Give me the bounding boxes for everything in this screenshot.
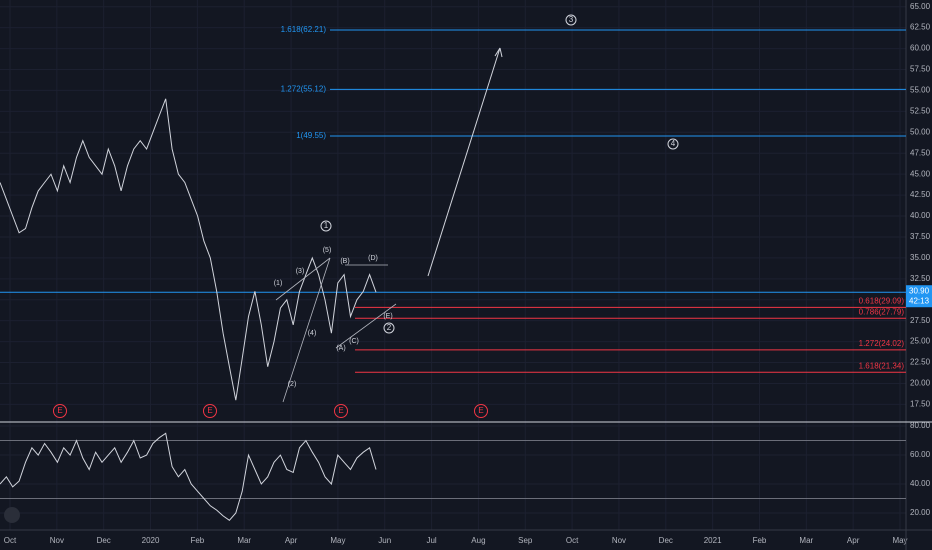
rsi-line bbox=[0, 432, 377, 521]
x-tick-label: Apr bbox=[285, 536, 298, 545]
earnings-label: E bbox=[207, 406, 212, 415]
earnings-marker bbox=[474, 404, 488, 418]
wave-label: (B) bbox=[340, 258, 349, 265]
wave-label: (2) bbox=[288, 381, 297, 388]
y-tick-label: 55.00 bbox=[910, 86, 931, 95]
wave-label: (D) bbox=[368, 255, 378, 262]
earnings-marker bbox=[53, 404, 67, 418]
wave-label: (4) bbox=[308, 330, 317, 337]
y-tick-label: 65.00 bbox=[910, 2, 931, 11]
earnings-marker bbox=[203, 404, 217, 418]
y-tick-label: 40.00 bbox=[910, 211, 931, 220]
y-tick-label: 80.00 bbox=[910, 421, 931, 430]
y-tick-label: 20.00 bbox=[910, 508, 931, 517]
x-tick-label: Aug bbox=[471, 536, 485, 545]
wave-label: (1) bbox=[274, 280, 283, 287]
x-tick-label: Feb bbox=[753, 536, 767, 545]
price-tag bbox=[906, 285, 932, 308]
earnings-marker bbox=[334, 404, 348, 418]
wave-label: (5) bbox=[323, 247, 332, 254]
y-tick-label: 25.00 bbox=[910, 337, 931, 346]
wave-label: 4 bbox=[671, 139, 676, 148]
x-tick-label: Mar bbox=[799, 536, 813, 545]
y-tick-label: 47.50 bbox=[910, 148, 931, 157]
x-tick-label: 2020 bbox=[142, 536, 160, 545]
fib-label: 1(49.55) bbox=[296, 131, 326, 140]
x-tick-label: Jun bbox=[378, 536, 391, 545]
projection-arrow bbox=[427, 47, 501, 277]
wave-label: (A) bbox=[336, 345, 345, 352]
price-tag-label: 30.90 bbox=[909, 286, 930, 295]
x-tick-label: Feb bbox=[190, 536, 204, 545]
y-tick-label: 35.00 bbox=[910, 253, 931, 262]
y-tick-label: 32.50 bbox=[910, 274, 931, 283]
x-tick-label: Apr bbox=[847, 536, 860, 545]
y-tick-label: 60.00 bbox=[910, 450, 931, 459]
wave-circle bbox=[565, 14, 577, 26]
wave-label: 2 bbox=[387, 323, 392, 332]
x-tick-label: Nov bbox=[50, 536, 64, 545]
trendline bbox=[275, 257, 331, 301]
x-tick-label: Nov bbox=[612, 536, 626, 545]
fib-label: 0.786(27.79) bbox=[859, 307, 905, 316]
logo bbox=[4, 507, 20, 523]
fib-label: 1.618(62.21) bbox=[281, 25, 327, 34]
x-tick-label: Dec bbox=[97, 536, 111, 545]
x-tick-label: Jul bbox=[426, 536, 436, 545]
x-tick-label: Oct bbox=[566, 536, 579, 545]
x-tick-label: 2021 bbox=[704, 536, 722, 545]
y-tick-label: 52.50 bbox=[910, 106, 931, 115]
x-tick-label: Oct bbox=[4, 536, 17, 545]
x-tick-label: May bbox=[330, 536, 345, 545]
fib-label: 1.618(21.34) bbox=[859, 361, 905, 370]
arrow-head bbox=[494, 47, 503, 58]
trendline bbox=[335, 303, 397, 349]
wave-circle bbox=[383, 322, 395, 334]
wave-circle bbox=[667, 138, 679, 150]
trendline bbox=[282, 257, 331, 403]
x-tick-label: Sep bbox=[518, 536, 533, 545]
x-tick-label: Mar bbox=[237, 536, 251, 545]
earnings-label: E bbox=[478, 406, 483, 415]
fib-label: 1.272(55.12) bbox=[281, 85, 327, 94]
y-tick-label: 17.50 bbox=[910, 400, 931, 409]
wave-circle bbox=[320, 220, 332, 232]
earnings-label: E bbox=[57, 406, 62, 415]
y-tick-label: 57.50 bbox=[910, 65, 931, 74]
earnings-label: E bbox=[338, 406, 343, 415]
y-tick-label: 22.50 bbox=[910, 358, 931, 367]
countdown: 42:13 bbox=[909, 296, 930, 305]
y-tick-label: 45.00 bbox=[910, 169, 931, 178]
fib-label: 0.618(29.09) bbox=[859, 296, 905, 305]
y-tick-label: 37.50 bbox=[910, 232, 931, 241]
wave-label: 1 bbox=[324, 221, 329, 230]
x-tick-label: May bbox=[892, 536, 907, 545]
fib-label: 1.272(24.02) bbox=[859, 339, 905, 348]
wave-label: (C) bbox=[349, 338, 359, 345]
wave-label: (E) bbox=[383, 313, 392, 320]
y-tick-label: 50.00 bbox=[910, 127, 931, 136]
y-tick-label: 62.50 bbox=[910, 23, 931, 32]
x-tick-label: Dec bbox=[659, 536, 673, 545]
price-line bbox=[0, 98, 377, 401]
y-tick-label: 40.00 bbox=[910, 479, 931, 488]
y-tick-label: 20.00 bbox=[910, 379, 931, 388]
wave-label: (3) bbox=[296, 268, 305, 275]
y-tick-label: 27.50 bbox=[910, 316, 931, 325]
y-tick-label: 42.50 bbox=[910, 190, 931, 199]
wave-label: 3 bbox=[569, 15, 574, 24]
y-tick-label: 60.00 bbox=[910, 44, 931, 53]
